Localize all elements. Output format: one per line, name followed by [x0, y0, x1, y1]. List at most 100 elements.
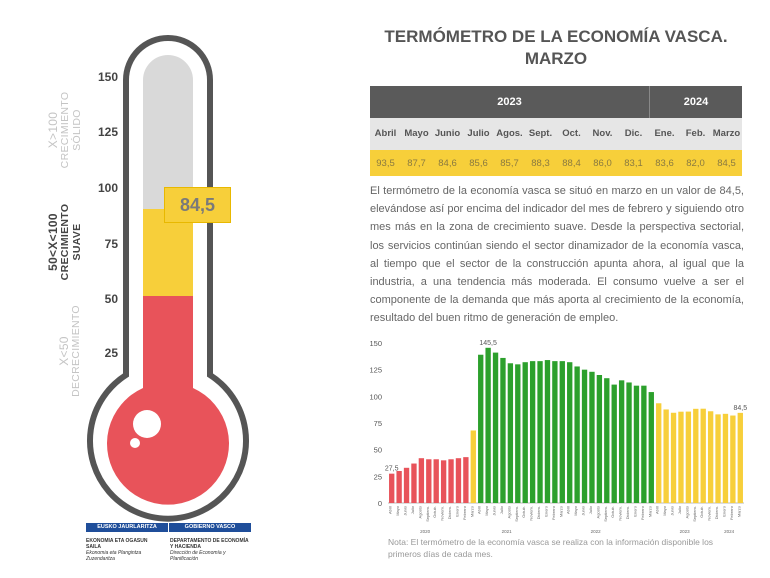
- bar: [611, 384, 617, 503]
- x-tick-label: Mayo: [395, 505, 400, 516]
- x-tick-label: Mayo: [484, 505, 489, 516]
- bar: [656, 403, 662, 503]
- bar: [411, 463, 417, 503]
- year-label: 2022: [591, 529, 602, 534]
- bar: [678, 411, 684, 503]
- month-cell: Julio: [467, 128, 490, 139]
- month-cell: Marzo: [712, 128, 741, 139]
- thermo-tick-50: 50: [104, 292, 118, 306]
- logo-right: GOBIERNO VASCO: [169, 523, 251, 532]
- bar: [389, 473, 395, 503]
- x-tick-label: Noviem.: [529, 506, 534, 521]
- bar: [544, 360, 551, 503]
- value-cell: 88,4: [562, 158, 581, 169]
- bar: [396, 471, 402, 503]
- bar: [515, 364, 521, 503]
- bar: [552, 361, 558, 503]
- x-tick-label: Marzo: [558, 505, 563, 517]
- bar: [522, 362, 528, 503]
- x-tick-label: Diciem.: [625, 506, 630, 519]
- y-tick-label: 125: [369, 366, 382, 375]
- thermometer-red-zone: [106, 296, 229, 505]
- bar: [730, 415, 736, 503]
- bar: [492, 352, 499, 503]
- bar: [574, 366, 580, 503]
- value-cell: 86,0: [593, 158, 612, 169]
- x-tick-label: Marzo: [736, 505, 741, 517]
- x-tick-label: Abril: [477, 506, 482, 514]
- value-cell: 87,7: [407, 158, 426, 169]
- bar: [529, 361, 536, 503]
- bar: [626, 382, 632, 503]
- bar: [448, 459, 454, 503]
- year-label: 2020: [420, 529, 431, 534]
- y-tick-label: 50: [374, 446, 382, 455]
- x-tick-label: Diciem.: [714, 506, 719, 519]
- month-cell: Feb.: [685, 128, 706, 139]
- month-cell: Mayo: [404, 128, 429, 139]
- bar: [507, 363, 514, 503]
- x-tick-label: Septiem.: [603, 506, 608, 522]
- year-label: 2021: [502, 529, 513, 534]
- bar: [633, 385, 640, 503]
- y-tick-label: 100: [369, 392, 382, 401]
- bar: [567, 362, 573, 503]
- x-tick-label: Junio: [581, 505, 586, 515]
- bar: [618, 380, 625, 503]
- bar: [581, 369, 588, 503]
- thermometer-empty-fill: [143, 55, 193, 210]
- y-tick-label: 0: [378, 499, 382, 508]
- bar: [433, 459, 439, 503]
- x-tick-label: Febrero: [640, 505, 645, 520]
- bar: [700, 408, 706, 503]
- bar: [715, 414, 721, 503]
- x-tick-label: Agosto: [595, 505, 600, 518]
- x-tick-label: Octub.: [699, 506, 704, 518]
- bar: [537, 361, 543, 503]
- data-label: 27,5: [385, 466, 399, 473]
- table-year-header: 2023 2024: [370, 86, 742, 118]
- value-cell: 85,7: [500, 158, 519, 169]
- value-cell: 93,5: [376, 158, 395, 169]
- thermo-tick-75: 75: [104, 237, 118, 251]
- month-cell: Nov.: [592, 128, 613, 139]
- bar: [426, 459, 432, 503]
- year-label: 2024: [724, 529, 735, 534]
- x-tick-label: Enero: [543, 505, 548, 516]
- x-tick-label: Octub.: [521, 506, 526, 518]
- thermo-tick-25: 25: [104, 346, 118, 360]
- bar: [693, 408, 699, 503]
- bar: [604, 378, 610, 503]
- bar: [737, 412, 743, 503]
- bar: [722, 413, 729, 503]
- year-2024-header: 2024: [683, 96, 709, 108]
- x-tick-label: Noviem.: [707, 506, 712, 521]
- x-tick-label: Agosto: [506, 505, 511, 518]
- bar: [440, 460, 447, 503]
- x-tick-label: Octub.: [432, 506, 437, 518]
- footnote: Nota: El termómetro de la economía vasca…: [388, 537, 714, 559]
- bar: [707, 411, 714, 503]
- thermo-tick-150: 150: [97, 70, 118, 84]
- zone-label-solid: X>100 CRECIMIENTO SÓLIDO: [46, 91, 83, 169]
- bar: [670, 412, 677, 503]
- logo-dept-eu: EKONOMIA ETA OGASUN SAILA Ekonomia eta P…: [86, 538, 148, 562]
- table-values-row: 93,5 87,7 84,6 85,6 85,7 88,3 88,4 86,0 …: [370, 150, 742, 176]
- x-tick-label: Junio: [492, 505, 497, 515]
- month-cell: Ene.: [654, 128, 675, 139]
- x-tick-label: Julio: [677, 505, 682, 514]
- bulb-highlight: [133, 410, 161, 438]
- year-label: 2023: [680, 529, 691, 534]
- x-tick-label: Febrero: [551, 505, 556, 520]
- thermometer-yellow-zone: [143, 209, 193, 297]
- x-tick-label: Agosto: [417, 505, 422, 518]
- x-tick-label: Julio: [588, 505, 593, 514]
- x-tick-label: Enero: [632, 505, 637, 516]
- logo-dept-es: DEPARTAMENTO DE ECONOMÍA Y HACIENDA Dire…: [170, 538, 249, 562]
- bar: [478, 354, 484, 503]
- y-tick-label: 75: [374, 419, 382, 428]
- current-value-badge: 84,5: [164, 187, 231, 223]
- year-2023-header: 2023: [497, 96, 522, 108]
